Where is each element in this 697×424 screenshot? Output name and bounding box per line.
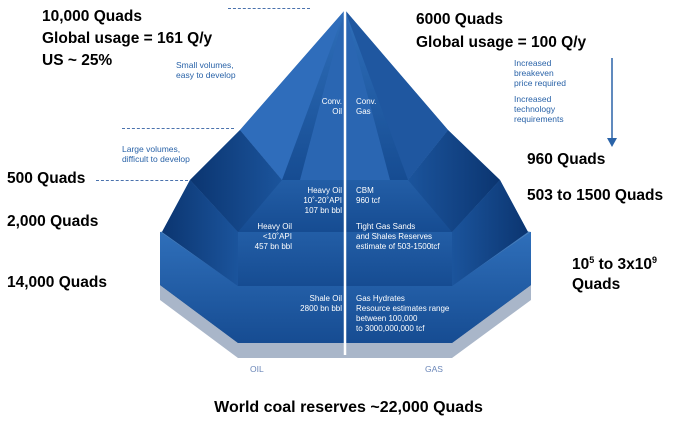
note-small-line-1: Small volumes,: [176, 60, 234, 70]
note-arrow-line-6: technology: [514, 104, 556, 114]
left-top-label-1: 10,000 Quads: [42, 8, 142, 25]
footer-coal-reserves: World coal reserves ~22,000 Quads: [214, 399, 483, 416]
axis-label-gas: GAS: [425, 364, 443, 374]
note-large-line-2: difficult to develop: [122, 154, 190, 164]
oil-tier-1: Conv. Oil: [322, 97, 342, 117]
oil-tier-1-line-2: Oil: [332, 107, 342, 116]
right-label-hydrates-quads: 105 to 3x109 Quads: [572, 250, 657, 295]
note-large-line-1: Large volumes,: [122, 144, 181, 154]
note-arrow-requirements: Increased breakeven price required Incre…: [514, 58, 566, 124]
gas-tier-3-line-3: estimate of 503-1500tcf: [356, 242, 440, 251]
tier-1-left-side: [240, 10, 345, 180]
gas-tier-2-line-2: 960 tcf: [356, 196, 381, 205]
down-arrow-icon: [607, 58, 617, 147]
gas-tier-4-line-2: Resource estimates range: [356, 304, 450, 313]
gas-tier-1: Conv. Gas: [356, 97, 376, 117]
left-label-14000-quads: 14,000 Quads: [7, 274, 107, 291]
right-label-hydrates-exp2: 9: [652, 255, 658, 265]
gas-tier-2-line-1: CBM: [356, 186, 374, 195]
axis-label-oil: OIL: [250, 364, 264, 374]
right-label-hydrates-unit: Quads: [572, 276, 621, 294]
tier-2-left-side: [190, 130, 282, 232]
right-label-hydrates-base: 10: [572, 256, 590, 274]
note-arrow-line-1: Increased: [514, 58, 552, 68]
gas-tier-4-line-1: Gas Hydrates: [356, 294, 405, 303]
left-label-2000-quads: 2,000 Quads: [7, 213, 99, 230]
right-label-503-1500-quads: 503 to 1500 Quads: [527, 187, 664, 204]
tier-3-right-side: [452, 180, 528, 286]
right-top-label-1: 6000 Quads: [416, 11, 504, 28]
oil-tier-2-line-1: Heavy Oil: [307, 186, 342, 195]
gas-tier-1-line-2: Gas: [356, 107, 371, 116]
note-small-line-2: easy to develop: [176, 70, 236, 80]
left-label-500-quads: 500 Quads: [7, 170, 86, 187]
gas-tier-2: CBM 960 tcf: [356, 186, 380, 206]
tier-1-right-side: [345, 10, 448, 180]
gas-tier-1-line-1: Conv.: [356, 97, 377, 106]
right-label-hydrates-exp1: 5: [589, 255, 595, 265]
right-label-hydrates-mid: to 3x10: [594, 256, 652, 274]
gas-tier-4: Gas Hydrates Resource estimates range be…: [356, 294, 449, 334]
note-arrow-line-3: price required: [514, 78, 566, 88]
oil-tier-4: Shale Oil 2800 bn bbl: [300, 294, 342, 314]
oil-tier-3: Heavy Oil <10˚API 457 bn bbl: [255, 222, 292, 252]
oil-tier-3-line-2: <10˚API: [262, 232, 292, 241]
gas-tier-4-line-3: between 100,000: [356, 314, 418, 323]
left-top-label-2: Global usage = 161 Q/y: [42, 30, 213, 47]
gas-tier-3: Tight Gas Sands and Shales Reserves esti…: [356, 222, 440, 252]
oil-tier-2: Heavy Oil 10˚-20˚API 107 bn bbl: [303, 186, 342, 216]
note-arrow-line-5: Increased: [514, 94, 552, 104]
dashed-leader-top: [228, 8, 310, 9]
right-label-960-quads: 960 Quads: [527, 151, 606, 168]
gas-tier-3-line-2: and Shales Reserves: [356, 232, 433, 241]
note-small-volumes: Small volumes, easy to develop: [176, 60, 236, 80]
note-arrow-line-2: breakeven: [514, 68, 554, 78]
dashed-leader-mid: [122, 128, 234, 129]
oil-tier-4-line-2: 2800 bn bbl: [300, 304, 342, 313]
left-top-label-3: US ~ 25%: [42, 52, 113, 69]
oil-tier-3-line-1: Heavy Oil: [257, 222, 292, 231]
dashed-leader-500: [96, 180, 188, 181]
oil-tier-4-line-1: Shale Oil: [309, 294, 342, 303]
oil-tier-2-line-3: 107 bn bbl: [304, 206, 342, 215]
oil-tier-1-line-1: Conv.: [321, 97, 342, 106]
right-top-label-2: Global usage = 100 Q/y: [416, 34, 587, 51]
note-large-volumes: Large volumes, difficult to develop: [122, 144, 190, 164]
gas-tier-4-line-4: to 3000,000,000 tcf: [356, 324, 425, 333]
tier-3-left-side: [162, 180, 238, 286]
gas-tier-3-line-1: Tight Gas Sands: [356, 222, 416, 231]
tier-2-right-side: [408, 130, 500, 232]
oil-tier-3-line-3: 457 bn bbl: [254, 242, 292, 251]
oil-tier-2-line-2: 10˚-20˚API: [303, 196, 342, 205]
note-arrow-line-7: requirements: [514, 114, 564, 124]
